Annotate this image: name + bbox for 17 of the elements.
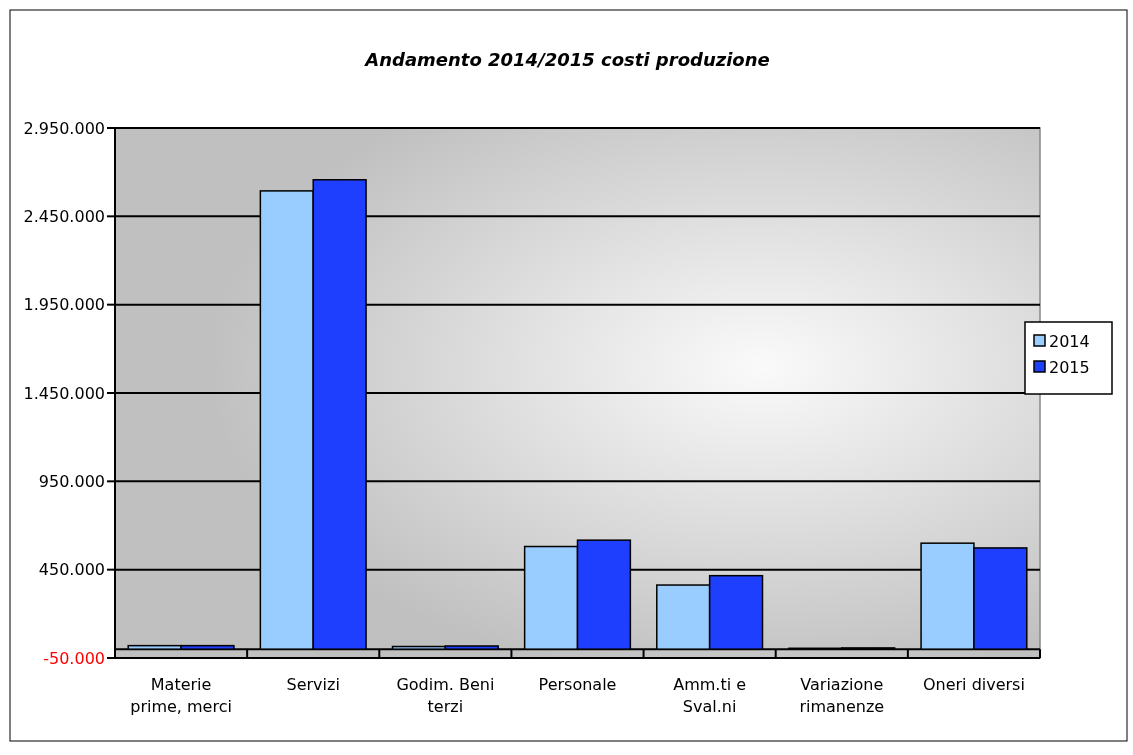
y-tick-label: 1.950.000: [23, 295, 105, 315]
y-tick-label: 2.950.000: [23, 118, 105, 138]
x-tick-label: Variazione rimanenze: [799, 675, 885, 716]
x-tick-label: Godim. Beni terzi: [396, 675, 495, 716]
chart-title: Andamento 2014/2015 costi produzione: [363, 49, 770, 70]
y-tick-label: 450.000: [38, 560, 105, 580]
x-tick-label: Materie prime, merci: [130, 675, 232, 716]
y-tick-label: 1.450.000: [23, 383, 105, 403]
legend-label: 2014: [1049, 331, 1090, 351]
x-tick-label: Oneri diversi: [922, 675, 1025, 694]
x-tick-label: Amm.ti e Sval.ni: [673, 675, 747, 716]
x-tick-label: Personale: [538, 675, 617, 694]
y-tick-label: 950.000: [38, 471, 105, 491]
legend-label: 2015: [1049, 357, 1090, 377]
y-tick-label: -50.000: [43, 648, 105, 668]
y-tick-label: 2.450.000: [23, 206, 105, 226]
x-tick-label: Servizi: [286, 675, 340, 694]
